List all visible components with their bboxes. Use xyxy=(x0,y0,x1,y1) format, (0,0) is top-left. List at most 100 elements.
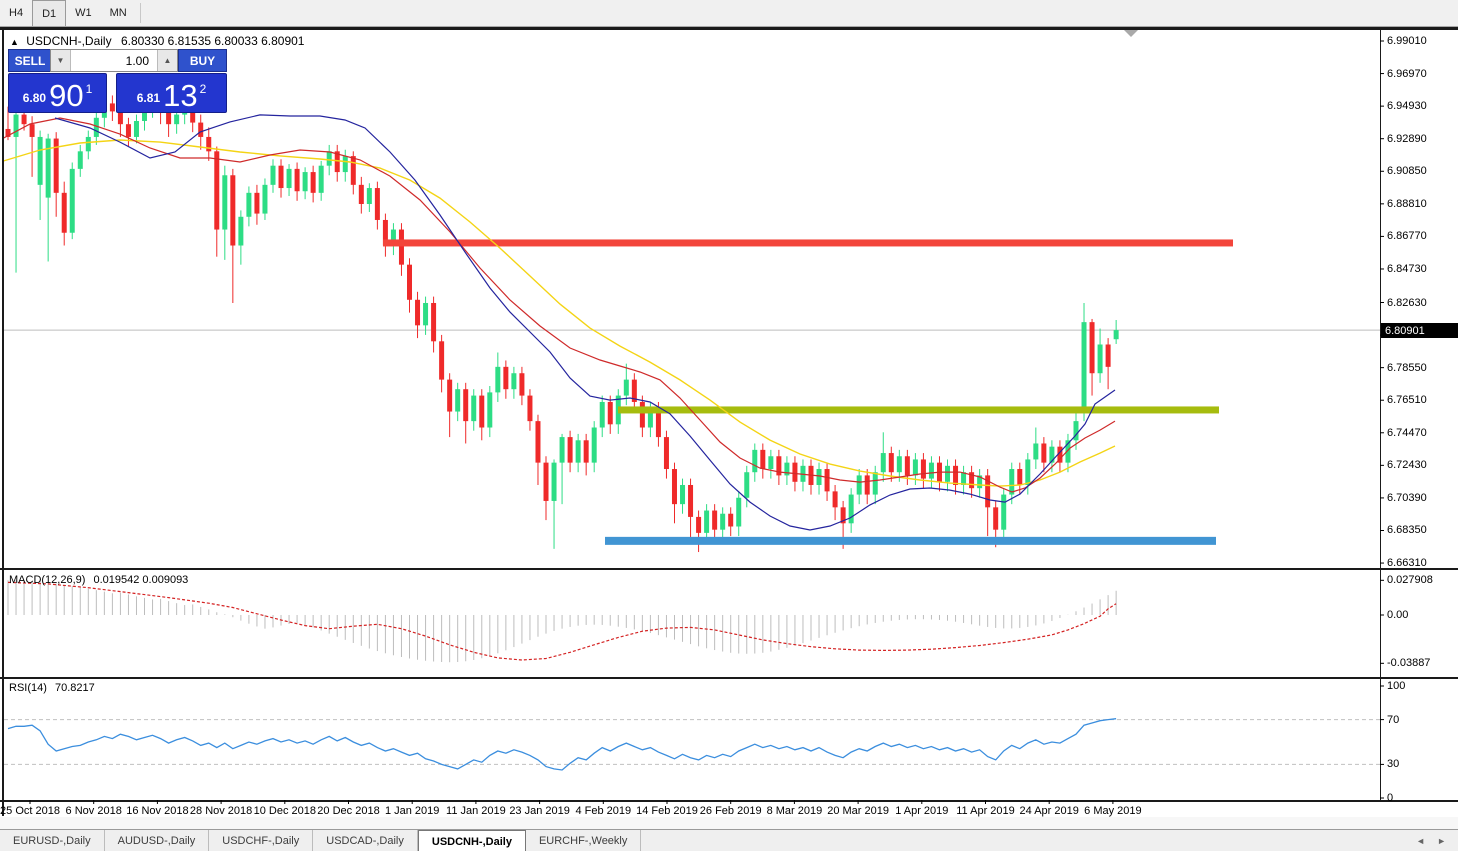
candle xyxy=(278,165,284,189)
candle xyxy=(133,120,139,137)
candle xyxy=(69,168,75,233)
candle xyxy=(1089,322,1095,374)
buy-price-box[interactable]: 6.81 13 2 xyxy=(116,73,227,113)
date-tick-label: 10 Dec 2018 xyxy=(253,805,316,817)
date-tick-label: 26 Feb 2019 xyxy=(699,805,762,817)
date-tick-label: 8 Mar 2019 xyxy=(766,805,823,817)
candle xyxy=(13,114,19,137)
chart-symbol-label: USDCNH-,Daily xyxy=(26,34,112,48)
candle xyxy=(447,379,453,412)
candle xyxy=(390,229,396,246)
candle xyxy=(190,105,196,123)
scroll-to-end-icon[interactable] xyxy=(1124,30,1138,37)
price-tick-label: 6.70390 xyxy=(1387,491,1427,504)
candle xyxy=(382,219,388,246)
candle xyxy=(479,395,485,428)
candle xyxy=(1097,344,1103,374)
candle xyxy=(503,366,509,390)
sell-button[interactable]: SELL xyxy=(8,49,52,72)
candle xyxy=(511,373,517,390)
candle xyxy=(318,165,324,193)
date-tick-label: 24 Apr 2019 xyxy=(1019,805,1079,817)
rsi-line xyxy=(7,718,1117,771)
macd-values: 0.019542 0.009093 xyxy=(93,574,189,586)
tab-scroll-right-icon[interactable]: ► xyxy=(1437,836,1446,846)
candle xyxy=(575,440,581,463)
price-tick-label: 6.92890 xyxy=(1387,132,1427,145)
sell-price-pip: 1 xyxy=(85,82,93,96)
candle xyxy=(222,175,228,230)
price-tick-label: 6.74470 xyxy=(1387,426,1427,439)
price-tick-label: 6.96970 xyxy=(1387,67,1427,80)
resistance-upper-hline[interactable] xyxy=(383,239,1233,247)
chart-ohlc-values: 6.80330 6.81535 6.80033 6.80901 xyxy=(120,34,305,48)
tab-scroll-left-icon[interactable]: ◄ xyxy=(1416,836,1426,846)
candle xyxy=(487,392,493,428)
candle xyxy=(832,491,838,508)
main-macd-divider[interactable] xyxy=(0,568,1458,570)
sell-price-big: 90 xyxy=(49,78,84,113)
candle xyxy=(961,472,967,485)
macd-rsi-divider[interactable] xyxy=(0,677,1458,679)
sell-price-box[interactable]: 6.80 90 1 xyxy=(8,73,107,113)
price-tick-label: 6.90850 xyxy=(1387,165,1427,178)
price-tick-label: 6.94930 xyxy=(1387,100,1427,113)
candle xyxy=(1105,344,1111,367)
candle xyxy=(439,341,445,380)
volume-value[interactable]: 1.00 xyxy=(125,53,149,68)
resistance-mid-hline[interactable] xyxy=(618,406,1219,414)
candle xyxy=(583,440,589,463)
candle xyxy=(784,462,790,476)
tab-eurchf-weekly[interactable]: EURCHF-,Weekly xyxy=(526,830,642,851)
candle xyxy=(776,456,782,476)
tab-usdcnh-daily[interactable]: USDCNH-,Daily xyxy=(417,830,526,851)
candle xyxy=(166,113,172,125)
tab-h4[interactable]: H4 xyxy=(9,7,24,19)
rsi-tick-label: 100 xyxy=(1387,680,1406,692)
macd-panel xyxy=(7,579,1117,663)
candle xyxy=(85,136,91,152)
tab-usdchf-daily[interactable]: USDCHF-,Daily xyxy=(209,830,314,851)
volume-increase-icon[interactable]: ▲ xyxy=(157,50,177,71)
candle xyxy=(720,513,726,530)
candle xyxy=(728,513,734,527)
candle xyxy=(671,469,677,505)
candle xyxy=(238,216,244,246)
tab-eurusd-daily[interactable]: EURUSD-,Daily xyxy=(0,830,105,851)
candle xyxy=(953,465,959,485)
price-tick-label: 6.68350 xyxy=(1387,524,1427,537)
candle xyxy=(985,475,991,508)
price-tick-label: 6.99010 xyxy=(1387,35,1427,47)
toolbar-separator xyxy=(139,3,141,23)
volume-stepper[interactable]: ▼ 1.00 ▲ xyxy=(50,49,178,72)
candle xyxy=(744,472,750,498)
buy-button[interactable]: BUY xyxy=(178,49,227,72)
candle xyxy=(398,229,404,265)
candle xyxy=(1081,322,1087,412)
tab-usdcad-daily[interactable]: USDCAD-,Daily xyxy=(313,830,418,851)
tab-audusd-daily[interactable]: AUDUSD-,Daily xyxy=(105,830,210,851)
candle xyxy=(977,475,983,489)
candle xyxy=(471,395,477,422)
candle xyxy=(463,389,469,422)
candle xyxy=(599,401,605,428)
candle xyxy=(567,437,573,463)
date-tick-label: 6 May 2019 xyxy=(1084,805,1142,817)
volume-decrease-icon[interactable]: ▼ xyxy=(51,50,71,71)
support-lower-hline[interactable] xyxy=(605,536,1216,545)
candle xyxy=(230,175,236,246)
candle xyxy=(117,111,123,125)
candle xyxy=(246,192,252,217)
candle xyxy=(704,510,710,533)
tab-d1[interactable]: D1 xyxy=(32,0,67,26)
tab-w1[interactable]: W1 xyxy=(75,7,92,19)
candle xyxy=(864,475,870,495)
date-tick-label: 4 Feb 2019 xyxy=(575,805,632,817)
date-tick-label: 6 Nov 2018 xyxy=(65,805,122,817)
candle xyxy=(752,449,758,473)
candle xyxy=(945,465,951,482)
candle xyxy=(294,168,300,192)
candle xyxy=(712,510,718,530)
tab-mn[interactable]: MN xyxy=(109,7,127,19)
